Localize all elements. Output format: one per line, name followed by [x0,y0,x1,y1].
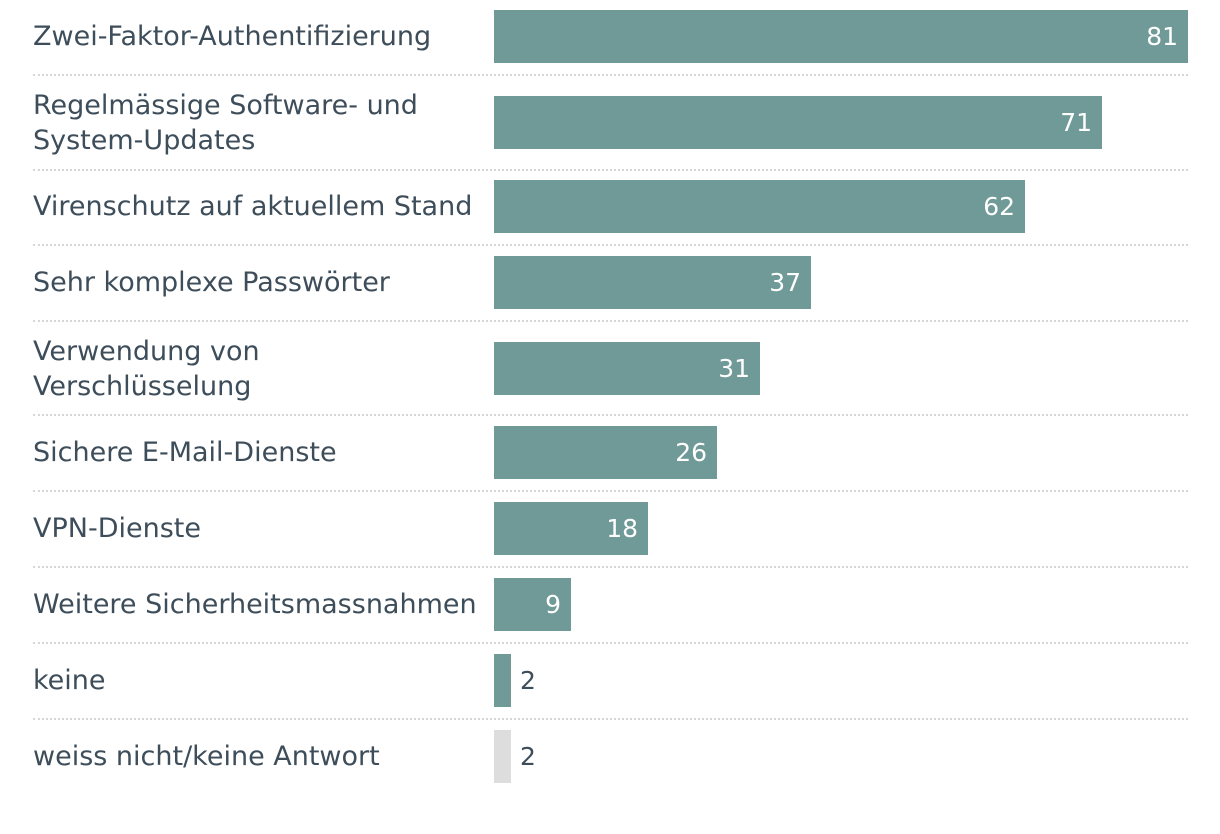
value-label: 9 [545,590,561,619]
row-separator [33,490,1188,492]
row-separator [33,74,1188,76]
bar [494,426,717,479]
value-label: 31 [718,354,750,383]
value-label: 81 [1146,22,1178,51]
category-label-line: Sichere E-Mail-Dienste [33,437,337,468]
bar [494,730,511,783]
row-separator [33,642,1188,644]
bar [494,342,760,395]
category-label-line: keine [33,665,106,696]
row-separator [33,244,1188,246]
category-label: Sehr komplexe Passwörter [33,265,483,300]
category-label: Virenschutz auf aktuellem Stand [33,189,483,224]
value-label: 62 [983,192,1015,221]
category-label-line: Zwei-Faktor-Authentifizierung [33,21,432,52]
value-label: 26 [675,438,707,467]
category-label-line: Regelmässige Software- und [33,89,418,121]
category-label-line: Sehr komplexe Passwörter [33,267,390,298]
value-label: 2 [520,666,536,695]
value-label: 37 [769,268,801,297]
category-label: Sichere E-Mail-Dienste [33,435,483,470]
bar [494,10,1188,63]
bar [494,96,1102,149]
category-label-line: Verwendung von [33,335,260,367]
category-label-line: Virenschutz auf aktuellem Stand [33,191,473,222]
row-separator [33,414,1188,416]
category-label: VPN-Dienste [33,511,483,546]
row-separator [33,566,1188,568]
row-separator [33,320,1188,322]
row-separator [33,169,1188,171]
value-label: 71 [1060,108,1092,137]
row-separator [33,718,1188,720]
category-label-line: VPN-Dienste [33,513,201,544]
category-label-line: weiss nicht/keine Antwort [33,741,380,772]
category-label: weiss nicht/keine Antwort [33,739,483,774]
category-label: keine [33,663,483,698]
value-label: 2 [520,742,536,771]
bar [494,578,571,631]
category-label: Weitere Sicherheitsmassnahmen [33,587,483,622]
value-label: 18 [606,514,638,543]
category-label: Zwei-Faktor-Authentifizierung [33,19,483,54]
category-label: Regelmässige Software- und System-Updates [33,88,483,158]
category-label-line: Weitere Sicherheitsmassnahmen [33,589,477,620]
category-label: Verwendung von Verschlüsselung [33,334,483,404]
bar [494,180,1025,233]
bar [494,256,811,309]
category-label-line: Verschlüsselung [33,370,252,402]
bar [494,502,648,555]
category-label-line: System-Updates [33,124,256,156]
bar [494,654,511,707]
